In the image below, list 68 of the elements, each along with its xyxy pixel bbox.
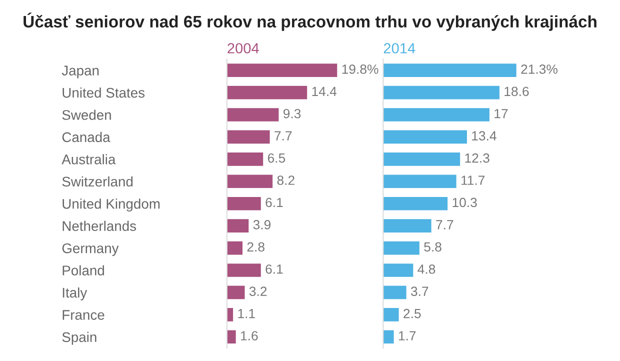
bar [383,264,414,277]
bar [383,174,456,188]
bar [226,196,261,210]
data-label: 19.8% [342,64,378,74]
data-label: 3.9 [253,220,271,230]
bar [226,64,338,77]
y-tick-label: Spain [62,332,96,345]
data-label: 13.4 [472,131,496,140]
data-label: 2.5 [404,308,421,318]
chart-subtitle: 2004 [228,43,259,54]
bar [226,330,236,344]
data-label: 14.4 [312,86,337,96]
y-tick-label: Switzerland [62,176,133,187]
chart-title: Účasť seniorov nad 65 rokov na pracovnom trhu vo vybraných krajinách [24,12,596,31]
y-tick-label: United States [62,87,145,98]
data-label: 9.3 [283,108,301,118]
data-label: 6.1 [266,198,283,208]
bar [383,86,500,100]
bar [383,108,490,122]
bar [226,241,243,255]
bar [383,286,406,300]
y-tick-label: Australia [62,154,116,164]
bar [383,64,516,77]
data-label: 3.2 [249,286,267,296]
data-label: 6.5 [268,153,286,163]
bar [226,108,279,122]
chart-subtitle: 2014 [384,43,416,54]
bar [226,308,234,322]
bar [226,286,245,300]
data-label: 10.3 [452,198,477,208]
bar [383,130,467,144]
data-label: 6.1 [266,264,283,274]
bar [383,308,399,322]
bar [383,241,420,255]
y-tick-label: France [62,310,104,320]
data-label: 2.8 [247,242,264,252]
y-tick-label: Canada [62,132,110,142]
data-label: 3.7 [410,286,428,296]
y-tick-label: Sweden [62,110,111,120]
y-tick-label: United Kingdom [62,198,160,212]
data-label: 11.7 [461,176,485,185]
data-label: 5.8 [424,242,442,252]
data-label: 8.2 [277,176,294,185]
data-label: 1.7 [398,331,416,340]
bar [226,130,270,144]
bar [226,86,308,100]
y-tick-label: Italy [62,287,88,300]
bar [383,330,394,344]
bar [383,219,432,232]
data-label: 7.7 [436,220,454,230]
bar [383,152,460,166]
data-label: 4.8 [418,264,436,274]
y-tick-label: Japan [62,66,99,78]
data-label: 17 [494,109,508,118]
data-label: 21.3% [521,64,558,74]
bar [226,219,249,232]
y-tick-label: Germany [62,243,119,256]
bar [383,196,448,210]
y-tick-label: Netherlands [62,220,136,231]
data-label: 7.7 [274,131,292,140]
data-label: 18.6 [504,86,529,96]
data-label: 1.6 [241,331,258,340]
bar [226,174,273,188]
y-tick-label: Poland [62,265,104,276]
data-label: 12.3 [465,153,490,163]
bar [226,152,264,166]
bar [226,264,261,277]
data-label: 1.1 [238,309,255,318]
